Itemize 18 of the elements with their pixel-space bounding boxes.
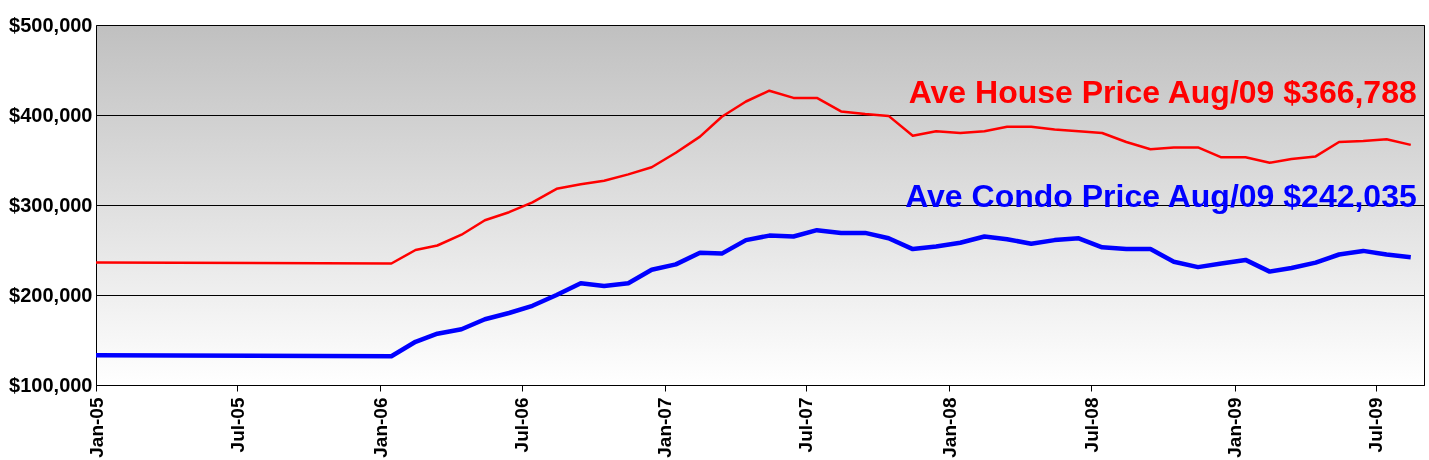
- x-tick-label: Jul-08: [1080, 397, 1102, 453]
- x-tick-label: Jul-09: [1365, 397, 1387, 453]
- x-tick-label: Jan-09: [1224, 397, 1246, 458]
- y-tick-label: $400,000: [9, 103, 93, 126]
- y-tick-label: $200,000: [9, 283, 93, 306]
- x-tick-label: Jul-05: [226, 397, 248, 453]
- series-label: Ave Condo Price Aug/09 $242,035: [905, 178, 1417, 215]
- y-tick-label: $300,000: [9, 193, 93, 216]
- x-tick-label: Jan-06: [369, 397, 391, 458]
- x-tick-label: Jan-07: [654, 397, 676, 458]
- y-tick-label: $500,000: [9, 13, 93, 36]
- series-label: Ave House Price Aug/09 $366,788: [908, 73, 1417, 110]
- y-tick-label: $100,000: [9, 373, 93, 396]
- x-tick-label: Jan-08: [938, 397, 960, 458]
- x-tick-label: Jan-05: [85, 397, 107, 458]
- x-tick-label: Jul-07: [795, 397, 817, 453]
- x-tick-label: Jul-06: [511, 397, 533, 453]
- line-series: [96, 227, 1413, 359]
